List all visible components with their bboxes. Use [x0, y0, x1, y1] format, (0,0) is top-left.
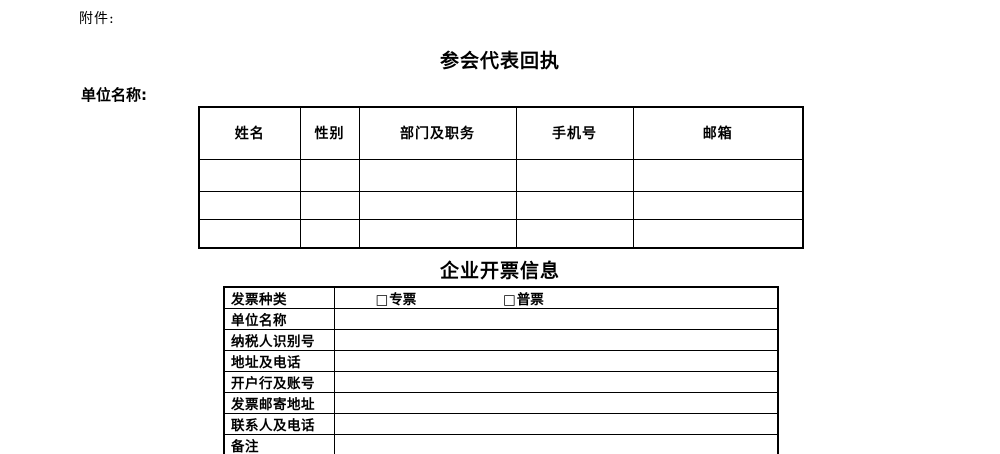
general-invoice-label: 普票: [516, 292, 544, 308]
attachment-label: 附件:: [79, 11, 115, 27]
mailing-address-row-label: 发票邮寄地址: [223, 392, 335, 414]
attendee-gender-cell[interactable]: [299, 218, 360, 249]
invoice-section-title: 企业开票信息: [439, 260, 560, 282]
address-phone-row-label: 地址及电话: [223, 350, 335, 372]
remarks-row-label: 备注: [223, 434, 335, 454]
column-header-department-position: 部门及职务: [358, 106, 517, 160]
bank-account-value-cell[interactable]: [333, 371, 779, 393]
attendee-row: [198, 218, 804, 249]
attendee-email-cell[interactable]: [632, 158, 804, 192]
invoice-type-label: 发票种类: [223, 286, 335, 309]
unit-name-row-label: 单位名称: [223, 308, 335, 330]
attendee-department-cell[interactable]: [358, 218, 517, 249]
attendees-table: 姓名 性别 部门及职务 手机号 邮箱: [198, 106, 804, 249]
checkbox-icon: □: [502, 292, 516, 308]
attendee-row: [198, 190, 804, 220]
attendee-name-cell[interactable]: [198, 158, 301, 192]
checkbox-general-invoice[interactable]: □普票: [503, 288, 544, 308]
column-header-name: 姓名: [198, 106, 301, 160]
attendee-gender-cell[interactable]: [299, 190, 360, 220]
unit-name-value-cell[interactable]: [333, 308, 779, 330]
contact-phone-row-label: 联系人及电话: [223, 413, 335, 435]
checkbox-icon: □: [375, 292, 389, 308]
column-header-email: 邮箱: [632, 106, 804, 160]
column-header-mobile: 手机号: [515, 106, 634, 160]
special-invoice-label: 专票: [389, 292, 417, 308]
taxpayer-id-value-cell[interactable]: [333, 329, 779, 351]
attendee-department-cell[interactable]: [358, 190, 517, 220]
column-header-gender: 性别: [299, 106, 360, 160]
attendee-name-cell[interactable]: [198, 218, 301, 249]
address-phone-value-cell[interactable]: [333, 350, 779, 372]
taxpayer-id-row-label: 纳税人识别号: [223, 329, 335, 351]
remarks-value-cell[interactable]: [333, 434, 779, 454]
attendee-mobile-cell[interactable]: [515, 218, 634, 249]
invoice-row-unit-name: 单位名称: [223, 308, 779, 330]
attendees-header-row: 姓名 性别 部门及职务 手机号 邮箱: [198, 106, 804, 160]
attendee-gender-cell[interactable]: [299, 158, 360, 192]
attendee-mobile-cell[interactable]: [515, 158, 634, 192]
invoice-row-address-phone: 地址及电话: [223, 350, 779, 372]
attendee-email-cell[interactable]: [632, 218, 804, 249]
invoice-row-taxpayer-id: 纳税人识别号: [223, 329, 779, 351]
contact-phone-value-cell[interactable]: [333, 413, 779, 435]
attendee-name-cell[interactable]: [198, 190, 301, 220]
checkbox-special-invoice[interactable]: □专票: [376, 288, 417, 308]
invoice-row-mailing-address: 发票邮寄地址: [223, 392, 779, 414]
invoice-row-remarks: 备注: [223, 434, 779, 454]
invoice-row-bank-account: 开户行及账号: [223, 371, 779, 393]
bank-account-row-label: 开户行及账号: [223, 371, 335, 393]
attendee-department-cell[interactable]: [358, 158, 517, 192]
invoice-row-type: 发票种类 □专票 □普票: [223, 286, 779, 309]
attendees-section-title: 参会代表回执: [439, 50, 560, 72]
attendee-mobile-cell[interactable]: [515, 190, 634, 220]
mailing-address-value-cell[interactable]: [333, 392, 779, 414]
invoice-type-options-cell: □专票 □普票: [333, 286, 779, 309]
invoice-row-contact-phone: 联系人及电话: [223, 413, 779, 435]
attendee-email-cell[interactable]: [632, 190, 804, 220]
unit-name-label: 单位名称:: [81, 86, 147, 104]
attendee-row: [198, 158, 804, 192]
invoice-info-table: 发票种类 □专票 □普票 单位名称 纳税人识别号 地址及电话 开户行及账号 发票…: [223, 286, 779, 454]
